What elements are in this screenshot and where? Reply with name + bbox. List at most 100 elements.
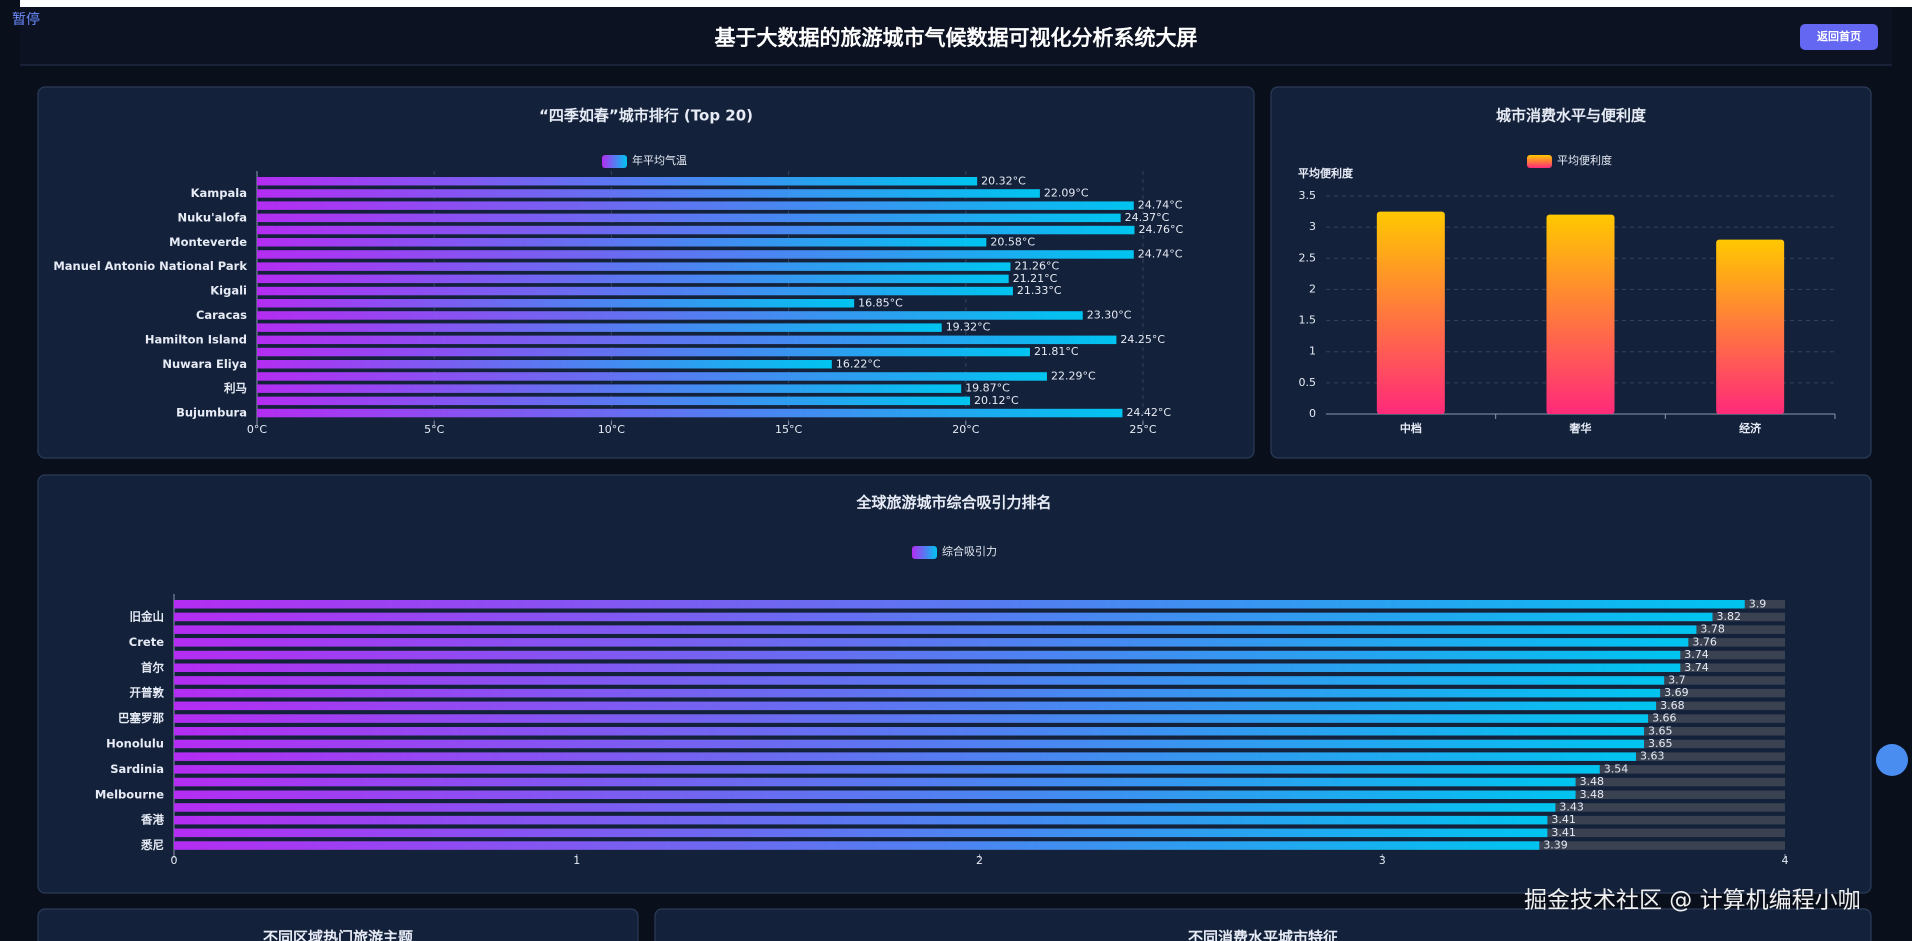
bar — [257, 286, 1013, 296]
top-strip — [20, 0, 1912, 7]
y-tick-label: 2 — [1309, 282, 1316, 295]
bar — [174, 688, 1661, 698]
bar — [1716, 239, 1785, 414]
bar — [257, 372, 1047, 381]
bar — [174, 815, 1548, 825]
x-tick-label: 中档 — [1400, 421, 1422, 435]
x-tick-label: 1 — [573, 854, 580, 867]
bar — [174, 803, 1556, 812]
value-label: 24.42°C — [1126, 406, 1171, 419]
y-tick-label: 3.5 — [1299, 189, 1317, 202]
value-label: 24.25°C — [1120, 333, 1165, 346]
value-label: 3.82 — [1717, 610, 1742, 623]
y-tick-label: 0.5 — [1299, 376, 1317, 389]
y-tick-label: Bujumbura — [176, 406, 247, 420]
bar — [257, 347, 1030, 357]
bar — [257, 360, 832, 369]
bar — [1376, 211, 1445, 414]
bar — [174, 701, 1657, 711]
bar — [257, 335, 1117, 345]
legend-label: 综合吸引力 — [942, 544, 997, 558]
side-toggle[interactable] — [1876, 744, 1908, 776]
bar — [174, 727, 1645, 736]
x-tick-label: 4 — [1782, 854, 1789, 867]
bar — [174, 739, 1645, 749]
x-tick-label: 20°C — [952, 423, 979, 436]
value-label: 3.74 — [1684, 661, 1709, 674]
bar — [257, 408, 1123, 418]
panel-title: 不同区域热门旅游主题 — [263, 929, 414, 941]
y-tick-label: Monteverde — [169, 235, 247, 249]
y-tick-label: Nuku'alofa — [177, 210, 247, 224]
x-tick-label: 经济 — [1739, 421, 1762, 435]
value-label: 3.48 — [1580, 775, 1605, 788]
y-tick-label: Kampala — [191, 186, 247, 200]
y-tick-label: Manuel Antonio National Park — [53, 259, 247, 273]
bar — [1546, 214, 1615, 414]
y-tick-label: 利马 — [223, 381, 247, 395]
value-label: 19.32°C — [946, 321, 991, 334]
bar — [174, 638, 1689, 647]
x-tick-label: 5°C — [424, 423, 444, 436]
value-label: 3.65 — [1648, 737, 1673, 750]
value-label: 3.78 — [1700, 623, 1725, 636]
value-label: 3.54 — [1604, 762, 1629, 775]
value-label: 20.12°C — [974, 394, 1019, 407]
y-tick-label: 开普敦 — [130, 686, 165, 700]
legend-label: 年平均气温 — [632, 153, 687, 167]
back-button-label[interactable]: 返回首页 — [1817, 29, 1861, 43]
value-label: 3.41 — [1551, 826, 1576, 839]
bar — [174, 650, 1681, 660]
header-bar — [20, 7, 1892, 65]
x-tick-label: 0°C — [247, 423, 267, 436]
page-title: 基于大数据的旅游城市气候数据可视化分析系统大屏 — [715, 26, 1198, 50]
chart-title: 城市消费水平与便利度 — [1496, 107, 1647, 125]
value-label: 3.43 — [1559, 800, 1584, 813]
y-tick-label: 悉尼 — [140, 838, 164, 852]
bar — [257, 189, 1040, 198]
pause-label[interactable]: 暂停 — [12, 11, 40, 28]
x-tick-label: 0 — [171, 854, 178, 867]
y-tick-label: Nuwara Eliya — [162, 357, 247, 371]
bar — [174, 790, 1576, 799]
value-label: 24.74°C — [1138, 199, 1183, 212]
value-label: 22.29°C — [1051, 369, 1096, 382]
x-tick-label: 3 — [1379, 854, 1386, 867]
value-label: 19.87°C — [965, 382, 1010, 395]
legend-label: 平均便利度 — [1557, 153, 1612, 167]
bar — [174, 663, 1681, 672]
bar — [174, 841, 1540, 850]
bar — [174, 676, 1665, 685]
watermark: 掘金技术社区 @ 计算机编程小咖 — [1524, 888, 1861, 914]
value-label: 3.63 — [1640, 750, 1665, 763]
value-label: 3.9 — [1749, 597, 1767, 610]
legend-swatch — [602, 155, 627, 168]
y-tick-label: 1 — [1309, 345, 1316, 358]
value-label: 24.37°C — [1125, 211, 1170, 224]
bar — [174, 625, 1697, 634]
bar — [257, 262, 1011, 271]
value-label: 3.65 — [1648, 724, 1673, 737]
value-label: 3.68 — [1660, 699, 1685, 712]
bar — [257, 201, 1134, 210]
y-tick-label: Sardinia — [110, 762, 164, 776]
back-button[interactable] — [1800, 24, 1878, 50]
bar — [174, 765, 1600, 774]
value-label: 24.76°C — [1138, 223, 1183, 236]
y-tick-label: Melbourne — [95, 787, 164, 801]
panel — [654, 908, 1872, 941]
x-tick-label: 25°C — [1129, 423, 1156, 436]
y-tick-label: 0 — [1309, 407, 1316, 420]
value-label: 16.22°C — [836, 357, 881, 370]
value-label: 3.74 — [1684, 648, 1709, 661]
value-label: 22.09°C — [1044, 186, 1089, 199]
bar — [257, 311, 1083, 320]
chart-title: 全球旅游城市综合吸引力排名 — [855, 494, 1051, 512]
value-label: 3.7 — [1668, 673, 1686, 686]
y-tick-label: 2.5 — [1299, 251, 1317, 264]
y-tick-label: Kigali — [210, 284, 247, 298]
x-tick-label: 15°C — [775, 423, 802, 436]
value-label: 21.26°C — [1014, 260, 1059, 273]
y-tick-label: 首尔 — [141, 660, 164, 674]
